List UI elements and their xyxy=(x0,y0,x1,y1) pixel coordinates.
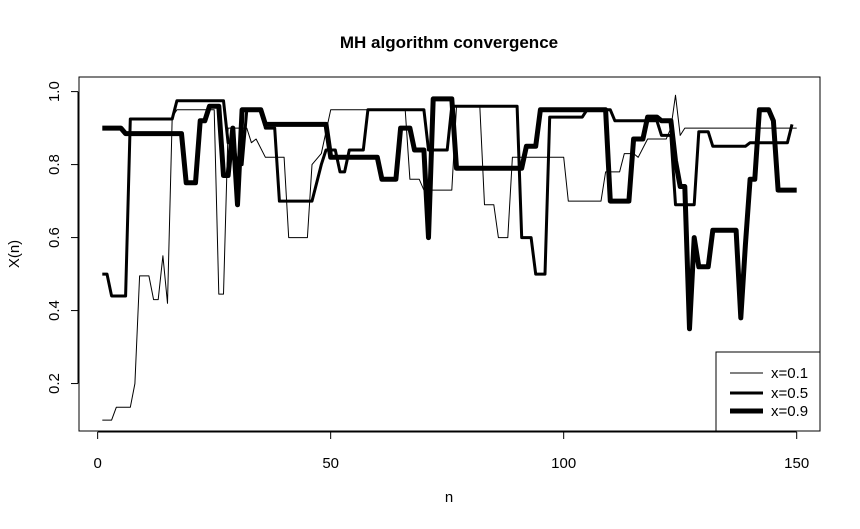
series-layer xyxy=(102,94,797,421)
legend-label-series-2: x=0.5 xyxy=(771,385,808,402)
series-line-3 xyxy=(102,96,797,332)
x-axis: 0 50 100 150 xyxy=(93,431,809,472)
x-axis-label: n xyxy=(445,489,453,506)
series-line-1 xyxy=(102,94,797,421)
chart-title: MH algorithm convergence xyxy=(340,33,558,52)
x-tick-label: 0 xyxy=(93,455,101,472)
legend-label-series-3: x=0.9 xyxy=(771,403,808,420)
plot-area-border xyxy=(78,76,821,432)
y-axis: 0.2 0.4 0.6 0.8 1.0 xyxy=(46,81,79,394)
legend-label-series-1: x=0.1 xyxy=(771,365,808,382)
y-tick-label: 0.6 xyxy=(46,227,63,248)
x-tick-label: 100 xyxy=(551,455,576,472)
x-tick-label: 50 xyxy=(322,455,339,472)
y-tick-label: 1.0 xyxy=(46,81,63,102)
legend: x=0.1 x=0.5 x=0.9 xyxy=(715,351,821,432)
y-axis-label: X(n) xyxy=(6,240,23,268)
y-tick-label: 0.4 xyxy=(46,300,63,321)
x-tick-label: 150 xyxy=(784,455,809,472)
y-tick-label: 0.8 xyxy=(46,154,63,175)
y-tick-label: 0.2 xyxy=(46,373,63,394)
